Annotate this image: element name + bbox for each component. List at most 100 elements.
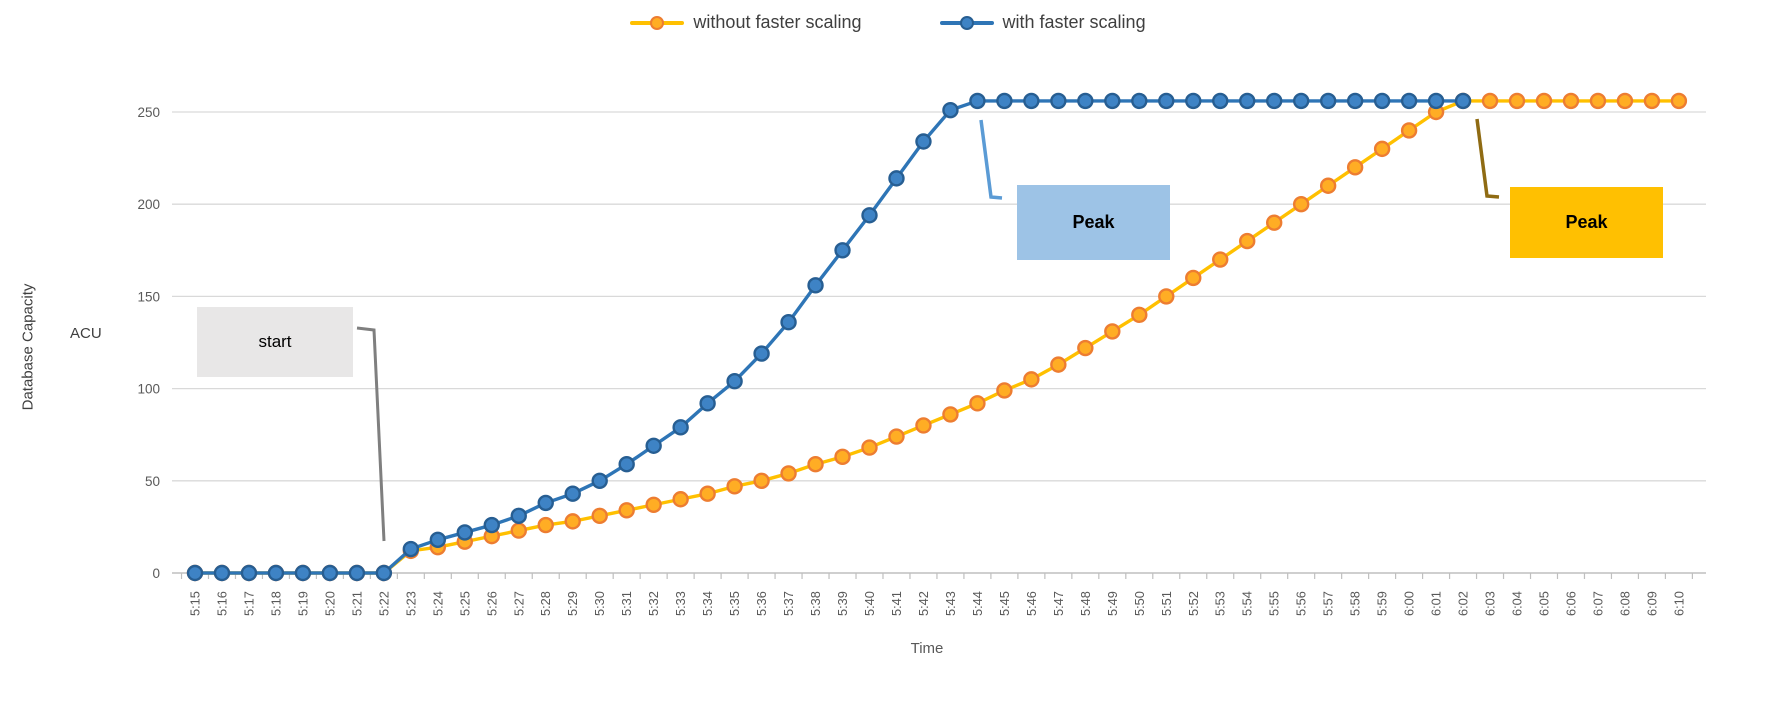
start-callout-line [356, 326, 386, 542]
x-tick-label: 6:02 [1456, 591, 1471, 616]
data-point-without-faster-scaling [996, 382, 1013, 399]
legend-label: with faster scaling [1002, 12, 1146, 32]
data-point-with-faster-scaling [645, 437, 662, 454]
x-tick-label: 5:32 [646, 591, 661, 616]
data-point-with-faster-scaling [1427, 92, 1445, 110]
data-point-with-faster-scaling [1158, 92, 1175, 110]
data-point-with-faster-scaling [1104, 92, 1121, 110]
x-tick-label: 5:38 [808, 591, 823, 616]
data-point-without-faster-scaling [834, 448, 851, 466]
data-point-without-faster-scaling [537, 516, 554, 534]
data-point-without-faster-scaling [807, 456, 824, 473]
x-tick-label: 5:57 [1321, 591, 1336, 616]
data-point-with-faster-scaling [753, 345, 770, 362]
data-point-with-faster-scaling [618, 456, 635, 473]
data-point-without-faster-scaling [861, 439, 878, 456]
data-point-without-faster-scaling [1373, 140, 1391, 158]
x-tick-label: 5:29 [565, 591, 580, 616]
data-point-with-faster-scaling [1346, 92, 1364, 110]
data-point-without-faster-scaling [888, 428, 905, 445]
data-point-without-faster-scaling [1508, 92, 1526, 110]
data-point-with-faster-scaling [969, 92, 986, 110]
data-point-with-faster-scaling [672, 419, 689, 436]
data-point-with-faster-scaling [510, 507, 527, 525]
data-point-without-faster-scaling [1023, 371, 1040, 388]
data-point-without-faster-scaling [969, 395, 986, 412]
y-tick-label: 100 [137, 382, 160, 397]
data-point-with-faster-scaling [402, 540, 420, 558]
data-point-with-faster-scaling [294, 564, 312, 582]
data-point-with-faster-scaling [996, 92, 1013, 110]
legend-item-without-faster-scaling[interactable]: without faster scaling [630, 12, 862, 33]
data-point-without-faster-scaling [1239, 232, 1256, 250]
blue-series-marker-icon [939, 15, 994, 30]
data-point-without-faster-scaling [1158, 288, 1175, 305]
x-tick-label: 5:30 [592, 591, 607, 616]
data-point-without-faster-scaling [591, 507, 608, 525]
legend-label: without faster scaling [693, 12, 862, 32]
data-point-without-faster-scaling [1292, 195, 1310, 213]
x-tick-label: 5:56 [1294, 591, 1309, 616]
data-point-without-faster-scaling [1050, 356, 1067, 373]
data-point-without-faster-scaling [1346, 159, 1364, 176]
x-tick-label: 6:05 [1537, 591, 1552, 616]
x-tick-label: 5:44 [970, 591, 985, 616]
data-point-without-faster-scaling [699, 485, 716, 502]
x-tick-label: 5:49 [1105, 591, 1120, 616]
x-tick-label: 5:18 [268, 591, 283, 616]
x-tick-label: 6:06 [1563, 591, 1578, 616]
data-point-without-faster-scaling [1104, 323, 1121, 340]
data-point-without-faster-scaling [780, 465, 797, 482]
x-tick-label: 5:27 [511, 591, 526, 616]
data-point-with-faster-scaling [348, 564, 366, 582]
x-tick-label: 5:35 [727, 591, 742, 616]
x-tick-label: 5:46 [1024, 591, 1039, 616]
y-axis-units-label: ACU [70, 325, 102, 342]
x-tick-label: 5:23 [403, 591, 418, 616]
x-tick-label: 5:51 [1159, 591, 1174, 616]
start-annotation-box: start [197, 307, 353, 377]
x-tick-label: 5:47 [1051, 591, 1066, 616]
data-point-without-faster-scaling [510, 522, 527, 539]
data-point-with-faster-scaling [834, 242, 851, 259]
data-point-with-faster-scaling [726, 373, 743, 390]
data-point-without-faster-scaling [1212, 251, 1229, 268]
y-tick-label: 50 [145, 474, 160, 489]
x-tick-label: 5:58 [1348, 591, 1363, 616]
x-axis-title: Time [910, 640, 944, 657]
x-tick-label: 6:08 [1617, 591, 1632, 616]
data-point-with-faster-scaling [1400, 92, 1418, 110]
x-tick-label: 6:09 [1644, 591, 1659, 616]
legend-item-with-faster-scaling[interactable]: with faster scaling [939, 12, 1146, 33]
data-point-without-faster-scaling [1131, 306, 1148, 324]
x-tick-label: 5:40 [862, 591, 877, 616]
data-point-without-faster-scaling [618, 502, 635, 519]
data-point-with-faster-scaling [1265, 92, 1283, 110]
x-tick-label: 5:26 [484, 591, 499, 616]
x-tick-label: 5:45 [997, 591, 1012, 616]
x-tick-label: 5:19 [295, 591, 310, 616]
data-point-with-faster-scaling [456, 524, 473, 541]
x-tick-label: 5:20 [322, 591, 337, 616]
data-point-with-faster-scaling [1212, 92, 1229, 110]
x-tick-label: 5:52 [1186, 591, 1201, 616]
x-tick-label: 5:54 [1240, 591, 1255, 616]
x-tick-label: 5:48 [1078, 591, 1093, 616]
x-tick-label: 5:21 [349, 591, 364, 616]
data-point-with-faster-scaling [1373, 92, 1391, 110]
data-point-without-faster-scaling [564, 513, 581, 530]
x-tick-label: 6:01 [1429, 591, 1444, 616]
peak-slow-callout-line [1475, 118, 1500, 199]
y-tick-label: 0 [152, 566, 160, 581]
x-tick-label: 5:43 [943, 591, 958, 616]
data-point-with-faster-scaling [537, 494, 554, 512]
data-point-without-faster-scaling [1319, 177, 1337, 194]
x-tick-label: 6:07 [1590, 591, 1605, 616]
x-tick-label: 5:15 [188, 591, 203, 616]
data-point-with-faster-scaling [1185, 92, 1202, 110]
x-tick-label: 6:04 [1510, 591, 1525, 616]
data-point-without-faster-scaling [1670, 92, 1688, 110]
x-tick-label: 5:36 [754, 591, 769, 616]
x-tick-label: 6:10 [1671, 591, 1686, 616]
x-tick-label: 5:31 [619, 591, 634, 616]
